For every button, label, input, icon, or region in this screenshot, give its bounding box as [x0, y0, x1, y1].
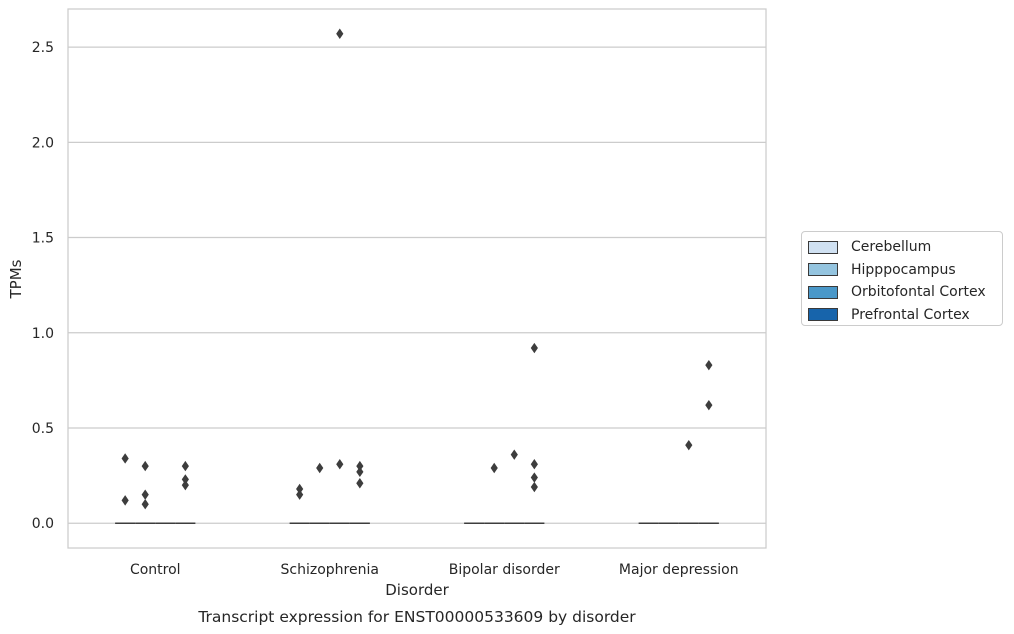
outlier-point: [181, 479, 189, 491]
y-tick-label: 2.5: [32, 40, 54, 56]
legend-label: Cerebellum: [851, 239, 932, 256]
outlier-point: [685, 439, 693, 451]
gridlines: [68, 46, 766, 524]
outlier-point: [141, 460, 149, 472]
outlier-point: [356, 460, 364, 472]
outlier-point: [530, 458, 538, 470]
outlier-point: [510, 449, 518, 460]
y-tick-label: 0.0: [32, 516, 54, 532]
legend-label: Orbitofontal Cortex: [851, 284, 986, 301]
x-tick-label: Schizophrenia: [281, 562, 379, 578]
x-tick-label: Control: [130, 562, 181, 578]
outlier-point: [530, 481, 538, 493]
legend-swatch: [808, 285, 838, 299]
x-tick-labels: Control Schizophrenia Bipolar disorder Majo…: [130, 562, 739, 578]
legend-item: Orbitofontal Cortex: [802, 281, 1002, 304]
outlier-point: [356, 466, 364, 478]
x-axis-label: Disorder: [385, 581, 449, 599]
outlier-point: [336, 458, 344, 470]
outlier-point: [530, 342, 538, 354]
legend-item: Prefrontal Cortex: [802, 304, 1002, 327]
chart-marks: [115, 28, 719, 525]
outlier-point: [181, 474, 189, 485]
y-tick-label: 1.0: [32, 326, 54, 342]
chart-caption: Transcript expression for ENST0000053360…: [197, 608, 636, 626]
legend-swatch: [808, 263, 838, 277]
outlier-point: [141, 489, 149, 500]
y-tick-label: 1.5: [32, 231, 54, 247]
x-tick-label: Major depression: [619, 562, 739, 578]
plot-frame: [67, 8, 767, 549]
legend-label: Prefrontal Cortex: [851, 306, 970, 323]
legend: Cerebellum Hipppocampus Orbitofontal Corte…: [801, 231, 1003, 326]
outlier-point: [296, 489, 304, 500]
y-axis-label: TPMs: [7, 259, 25, 299]
outlier-point: [296, 483, 304, 495]
outlier-point: [181, 460, 189, 472]
outlier-point: [336, 28, 344, 39]
outlier-point: [356, 478, 364, 489]
legend-item: Hipppocampus: [802, 259, 1002, 282]
outlier-point: [530, 472, 538, 483]
legend-swatch: [808, 240, 838, 254]
outlier-point: [121, 453, 129, 464]
outlier-point: [121, 495, 129, 506]
outlier-point: [316, 462, 324, 474]
y-tick-label: 0.5: [32, 421, 54, 437]
x-tick-label: Bipolar disorder: [449, 562, 560, 578]
outlier-point: [141, 498, 149, 510]
legend-swatch: [808, 308, 838, 322]
outlier-point: [490, 462, 498, 474]
legend-item: Cerebellum: [802, 236, 1002, 259]
outlier-point: [705, 399, 713, 411]
outlier-point: [705, 359, 713, 371]
y-tick-label: 2.0: [32, 135, 54, 151]
y-tick-labels: 0.0 0.5 1.0 1.5 2.0 2.5: [32, 40, 54, 532]
legend-label: Hipppocampus: [851, 261, 956, 278]
